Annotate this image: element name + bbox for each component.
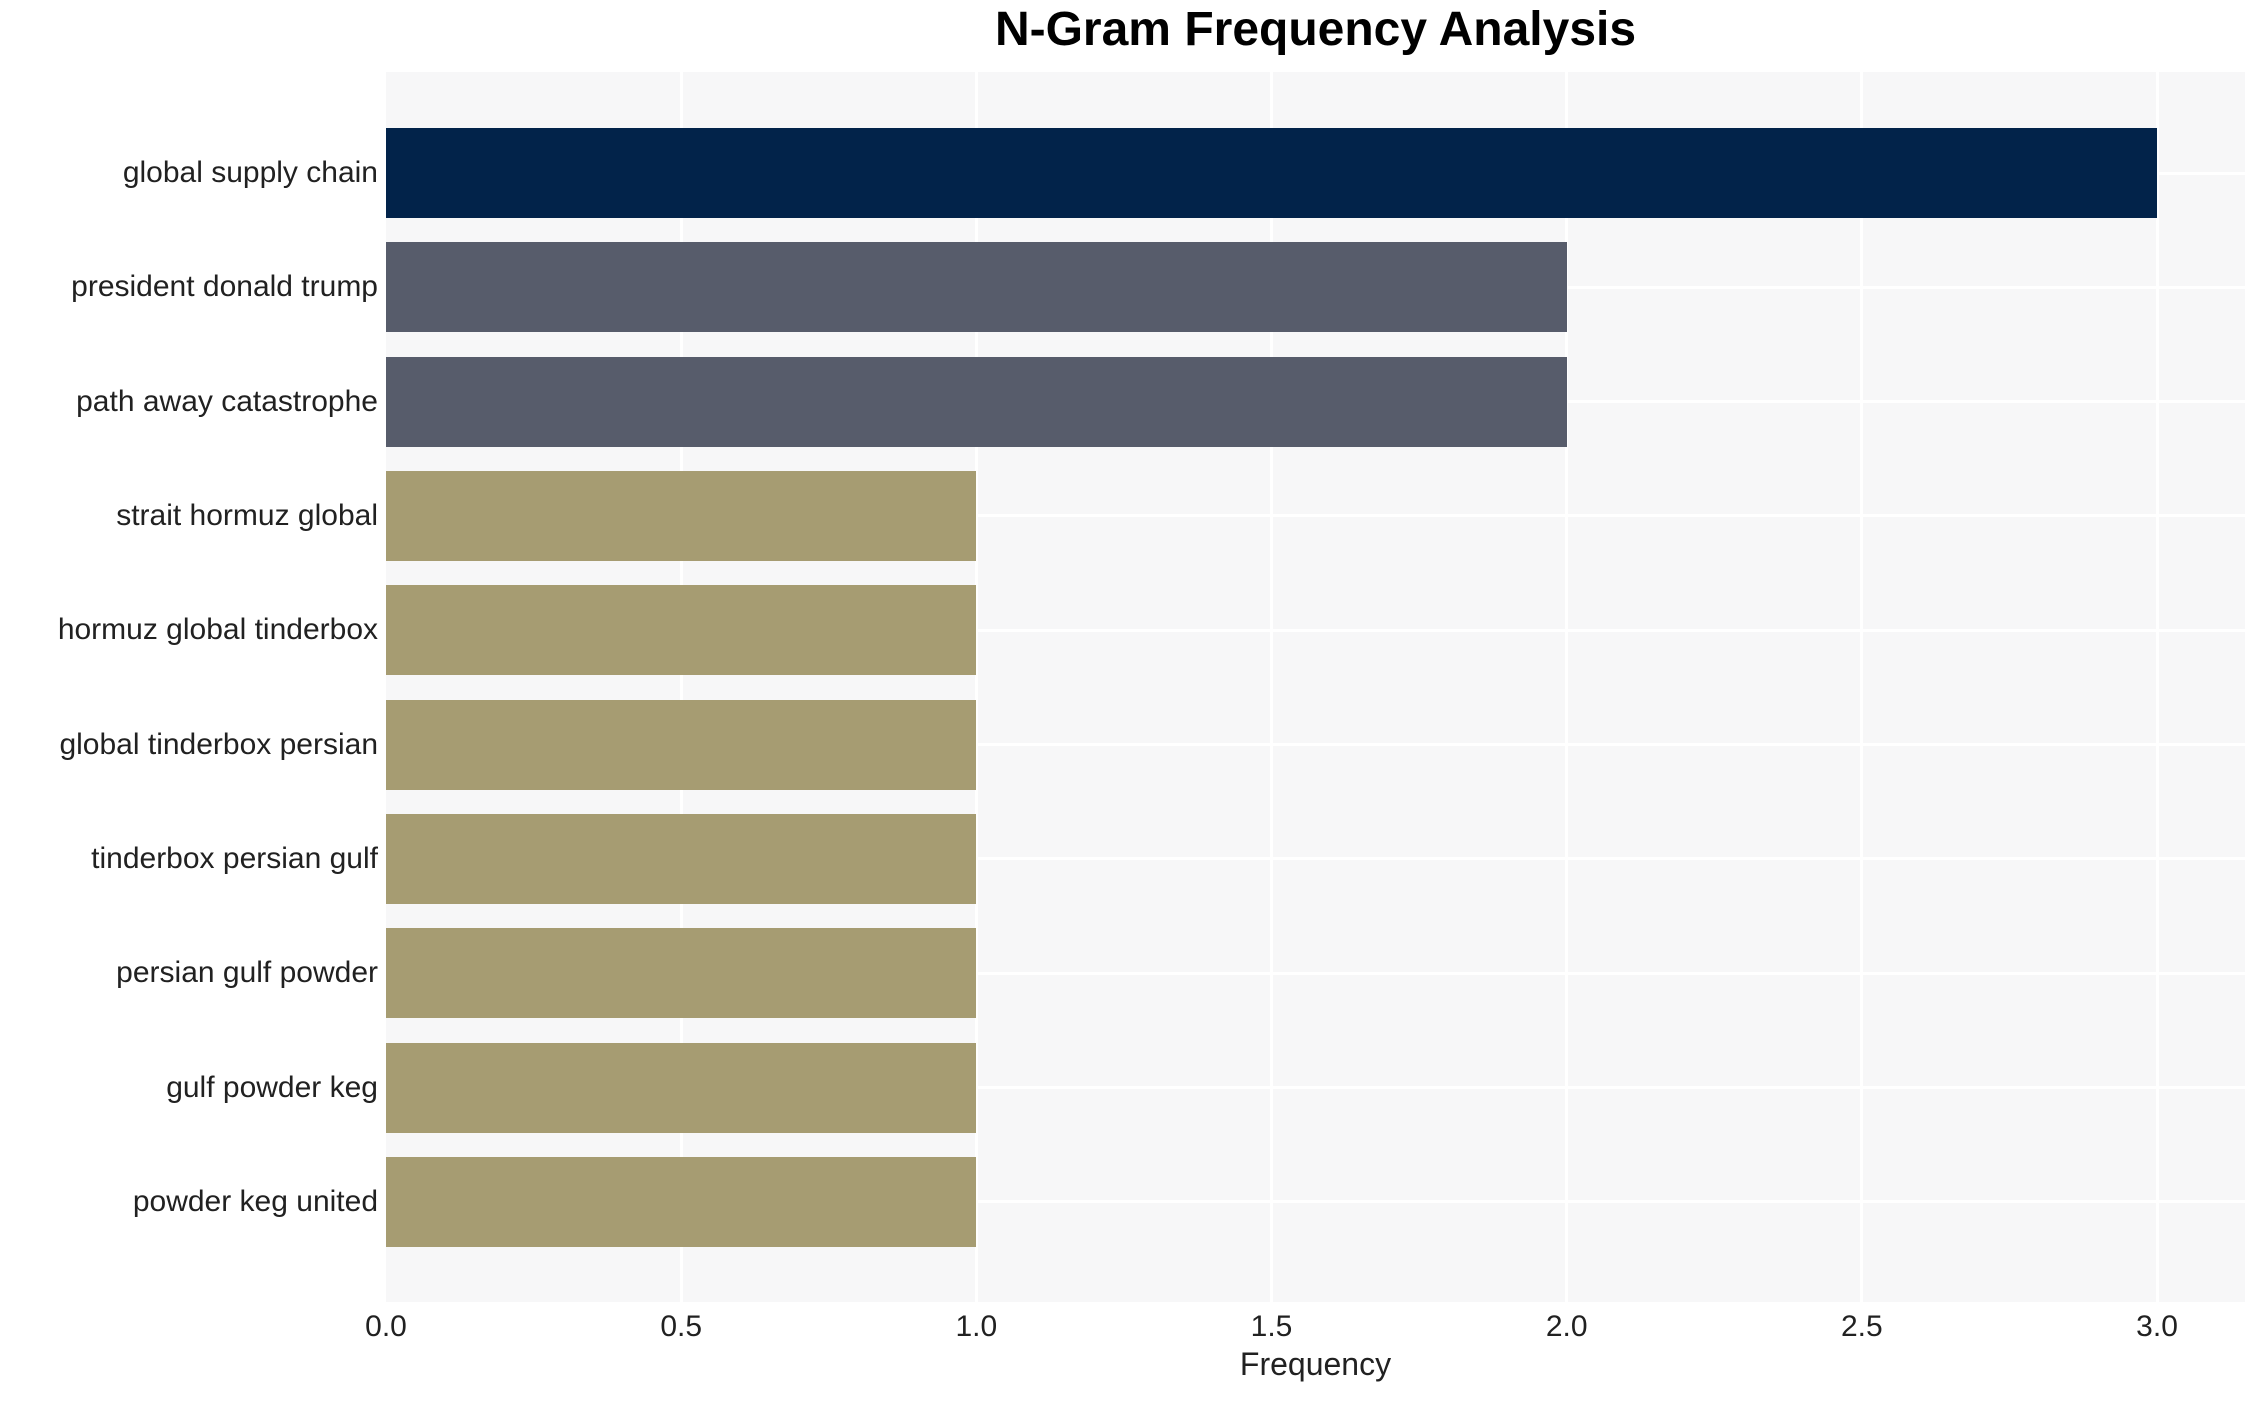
bar: [386, 1156, 977, 1247]
gridline-horizontal: [386, 1200, 2245, 1204]
chart-title: N-Gram Frequency Analysis: [994, 3, 1637, 56]
gridline-horizontal: [386, 857, 2245, 861]
gridline-horizontal: [386, 743, 2245, 747]
plot-area: [386, 72, 2245, 1302]
x-tick-label: 1.0: [955, 1310, 998, 1343]
x-tick-label: 3.0: [2136, 1310, 2178, 1343]
gridline-horizontal: [386, 1086, 2245, 1090]
gridline-vertical: [2155, 72, 2159, 1302]
x-tick-label: 1.5: [1250, 1310, 1293, 1343]
bar-label: global tinderbox persian: [59, 727, 378, 761]
x-tick-label: 2.0: [1545, 1310, 1588, 1343]
x-axis-label: Frequency: [1239, 1346, 1392, 1382]
bar: [386, 928, 977, 1019]
gridline-vertical: [679, 72, 683, 1302]
bar-label: gulf powder keg: [166, 1070, 378, 1104]
bar-label: persian gulf powder: [116, 956, 378, 990]
bar-label: president donald trump: [71, 270, 378, 304]
bar: [386, 699, 977, 790]
bar: [386, 1042, 977, 1133]
gridline-vertical: [1270, 72, 1274, 1302]
x-tick-label: 0.0: [365, 1310, 407, 1343]
gridline-vertical: [1565, 72, 1569, 1302]
bar-label: tinderbox persian gulf: [91, 841, 378, 875]
bar-label: strait hormuz global: [116, 498, 378, 532]
bar-label: hormuz global tinderbox: [57, 613, 378, 647]
bar: [386, 242, 1567, 333]
bar: [386, 585, 977, 676]
bar-label: global supply chain: [122, 156, 378, 189]
gridline-horizontal: [386, 514, 2245, 518]
gridline-vertical: [974, 72, 978, 1302]
x-tick-label: 2.5: [1841, 1310, 1883, 1343]
bar: [386, 356, 1567, 447]
gridline-horizontal: [386, 971, 2245, 975]
gridline-vertical: [1860, 72, 1864, 1302]
x-tick-label: 0.5: [660, 1310, 703, 1343]
bar-label: path away catastrophe: [76, 384, 378, 418]
bar-label: powder keg united: [132, 1184, 378, 1218]
gridline-horizontal: [386, 628, 2245, 632]
bar: [386, 813, 977, 904]
bar: [386, 128, 2158, 218]
bar: [386, 470, 977, 561]
